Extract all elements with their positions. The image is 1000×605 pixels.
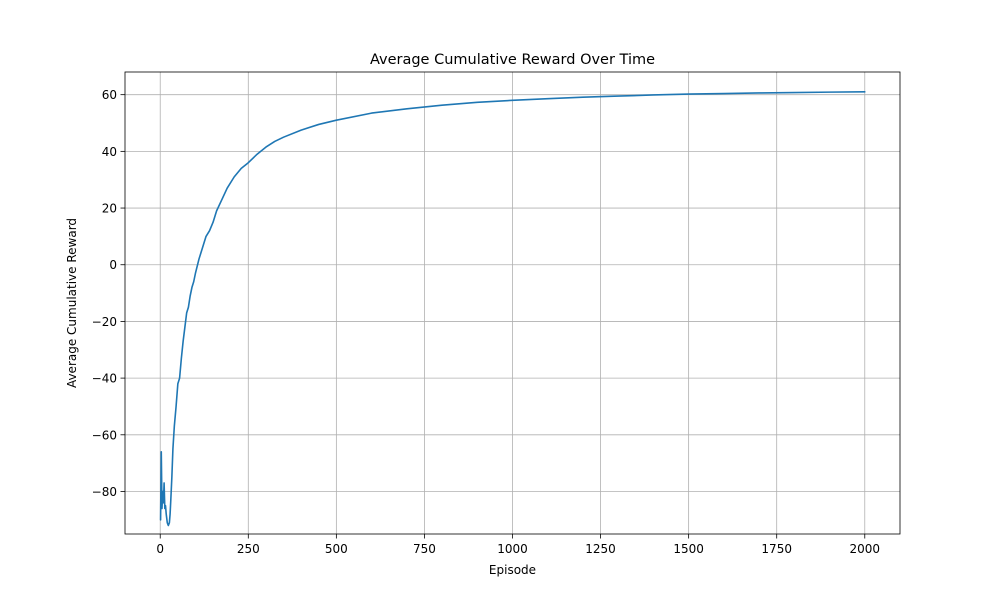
y-tick-label: −40 [92, 372, 117, 386]
x-tick-label: 1750 [761, 542, 792, 556]
x-tick-label: 2000 [849, 542, 880, 556]
x-tick-label: 250 [237, 542, 260, 556]
tick-layer: 0 250 500 750 1000 1250 1500 1750 2000 −80 −60 −40 −… [92, 88, 880, 556]
series-layer [159, 91, 866, 527]
x-tick-label: 750 [413, 542, 436, 556]
y-tick-label: 0 [109, 258, 117, 272]
x-tick-label: 1000 [497, 542, 528, 556]
y-tick-label: −20 [92, 315, 117, 329]
grid-layer [125, 72, 900, 534]
y-tick-label: −60 [92, 428, 117, 442]
x-tick-label: 1500 [673, 542, 704, 556]
y-axis-title: Average Cumulative Reward [65, 218, 79, 388]
x-tick-label: 1250 [585, 542, 616, 556]
chart-title: Average Cumulative Reward Over Time [370, 52, 655, 68]
y-tick-label: 40 [102, 145, 117, 159]
y-tick-label: −80 [92, 485, 117, 499]
y-tick-label: 20 [102, 202, 117, 216]
x-axis-title: Episode [489, 563, 536, 577]
series-line [159, 91, 866, 527]
y-tick-label: 60 [102, 88, 117, 102]
x-tick-label: 0 [156, 542, 164, 556]
x-tick-label: 500 [325, 542, 348, 556]
